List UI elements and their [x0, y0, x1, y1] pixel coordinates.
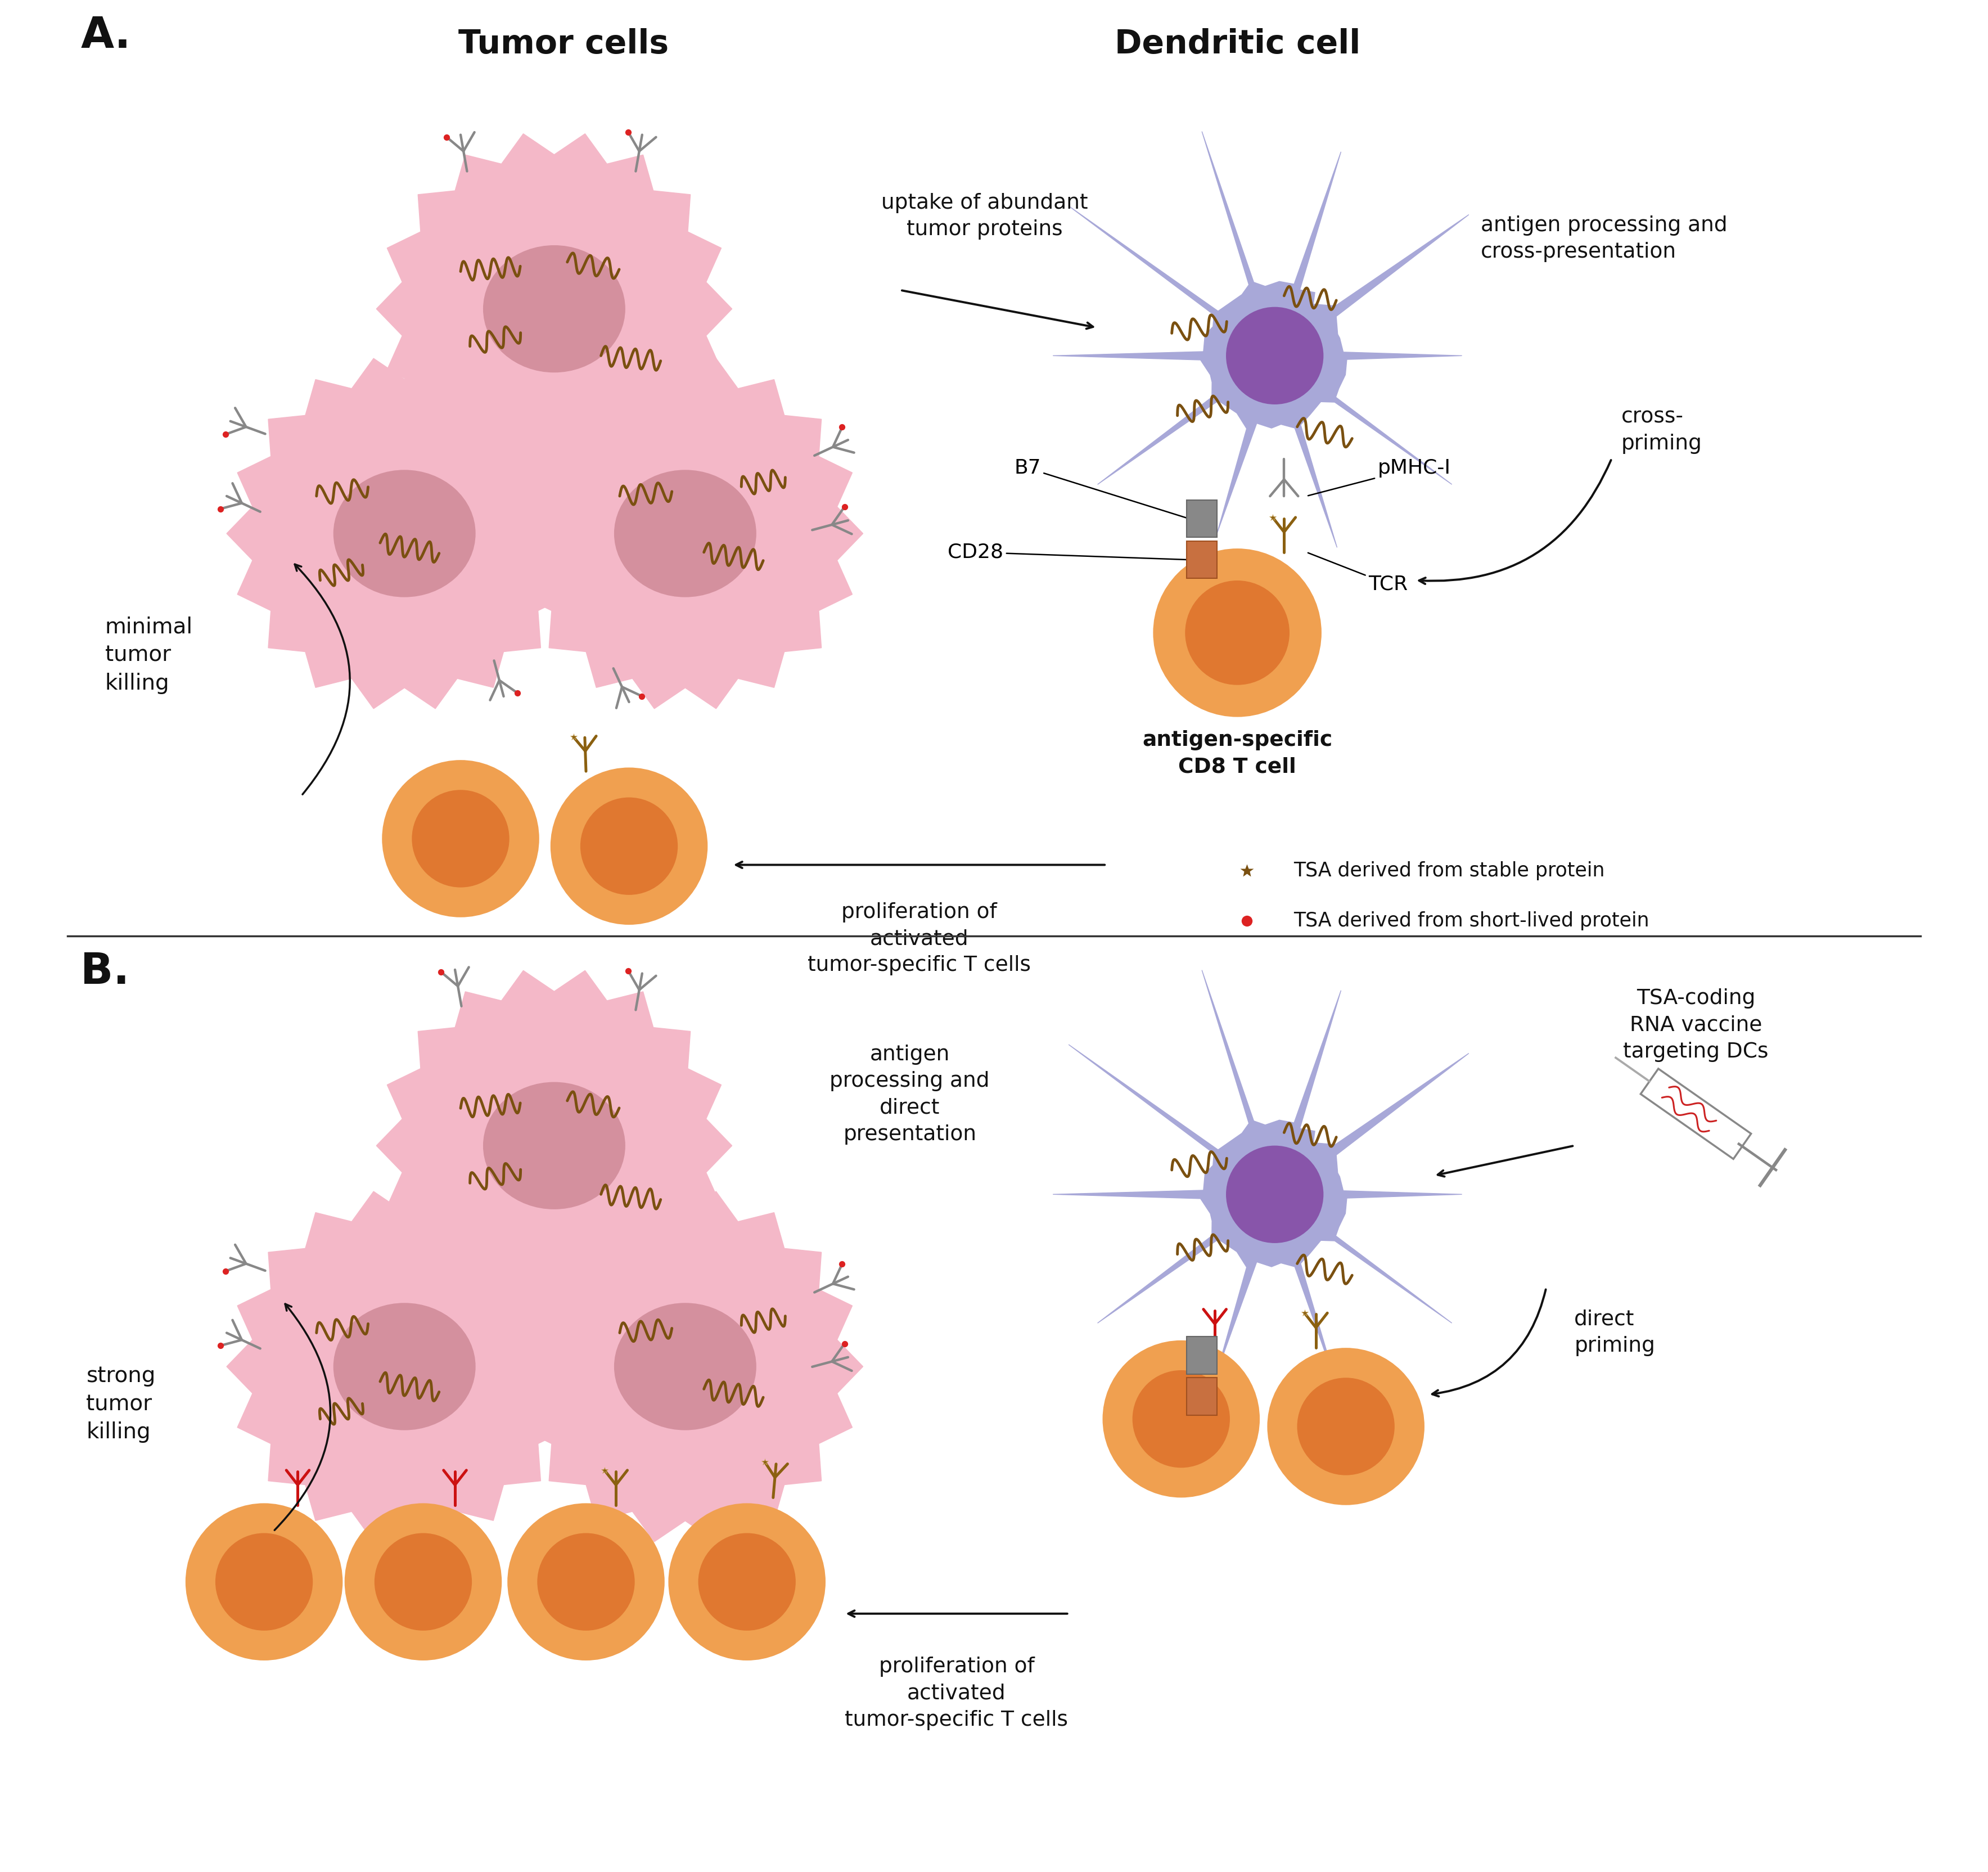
Circle shape — [412, 790, 509, 887]
Polygon shape — [1054, 970, 1469, 1385]
Circle shape — [537, 1533, 634, 1631]
Circle shape — [382, 760, 539, 917]
Text: Dendritic cell: Dendritic cell — [1115, 28, 1360, 60]
Text: Tumor cells: Tumor cells — [459, 28, 668, 60]
Text: TSA derived from stable protein: TSA derived from stable protein — [1294, 861, 1604, 880]
Text: TCR: TCR — [1308, 552, 1408, 593]
Text: proliferation of
activated
tumor-specific T cells: proliferation of activated tumor-specifi… — [807, 902, 1030, 975]
Circle shape — [344, 1503, 501, 1660]
Text: pMHC-I: pMHC-I — [1308, 459, 1451, 496]
Text: cross-
priming: cross- priming — [1620, 408, 1702, 453]
Ellipse shape — [483, 1082, 626, 1209]
FancyBboxPatch shape — [1187, 500, 1217, 537]
Circle shape — [1103, 1340, 1260, 1498]
Polygon shape — [507, 358, 863, 709]
Text: antigen
processing and
direct
presentation: antigen processing and direct presentati… — [829, 1045, 990, 1144]
Text: proliferation of
activated
tumor-specific T cells: proliferation of activated tumor-specifi… — [845, 1657, 1068, 1730]
Circle shape — [551, 768, 708, 925]
Text: minimal
tumor
killing: minimal tumor killing — [105, 616, 193, 695]
Text: strong
tumor
killing: strong tumor killing — [85, 1365, 155, 1443]
Circle shape — [185, 1503, 342, 1660]
Polygon shape — [227, 1191, 582, 1543]
Circle shape — [580, 797, 678, 895]
Circle shape — [1227, 307, 1324, 404]
Polygon shape — [376, 133, 732, 485]
Polygon shape — [1640, 1069, 1751, 1159]
Text: uptake of abundant
tumor proteins: uptake of abundant tumor proteins — [881, 193, 1087, 240]
Text: TSA derived from short-lived protein: TSA derived from short-lived protein — [1294, 912, 1650, 930]
Ellipse shape — [614, 1303, 755, 1430]
FancyBboxPatch shape — [1187, 1378, 1217, 1415]
Polygon shape — [376, 970, 732, 1322]
Circle shape — [1227, 1146, 1324, 1243]
Circle shape — [215, 1533, 312, 1631]
Circle shape — [1133, 1370, 1231, 1468]
Circle shape — [668, 1503, 825, 1660]
Text: antigen-specific
CD8 T cell: antigen-specific CD8 T cell — [1143, 730, 1332, 777]
Polygon shape — [227, 358, 582, 709]
Ellipse shape — [334, 1303, 475, 1430]
Circle shape — [507, 1503, 664, 1660]
Text: B7: B7 — [1014, 459, 1187, 519]
Text: A.: A. — [82, 15, 131, 56]
Text: CD28: CD28 — [948, 543, 1187, 562]
Ellipse shape — [334, 470, 475, 597]
FancyBboxPatch shape — [1187, 1337, 1217, 1374]
Ellipse shape — [483, 245, 626, 373]
Polygon shape — [507, 1191, 863, 1543]
Circle shape — [698, 1533, 795, 1631]
Text: antigen processing and
cross-presentation: antigen processing and cross-presentatio… — [1481, 215, 1728, 262]
Polygon shape — [1054, 131, 1469, 547]
Text: TSA-coding
RNA vaccine
targeting DCs: TSA-coding RNA vaccine targeting DCs — [1622, 988, 1769, 1061]
Circle shape — [1296, 1378, 1396, 1475]
Circle shape — [1185, 580, 1290, 685]
FancyBboxPatch shape — [1187, 541, 1217, 578]
Text: B.: B. — [82, 951, 129, 992]
Text: direct
priming: direct priming — [1574, 1310, 1656, 1355]
Circle shape — [1266, 1348, 1425, 1505]
Ellipse shape — [614, 470, 755, 597]
Circle shape — [374, 1533, 471, 1631]
Circle shape — [1153, 548, 1322, 717]
